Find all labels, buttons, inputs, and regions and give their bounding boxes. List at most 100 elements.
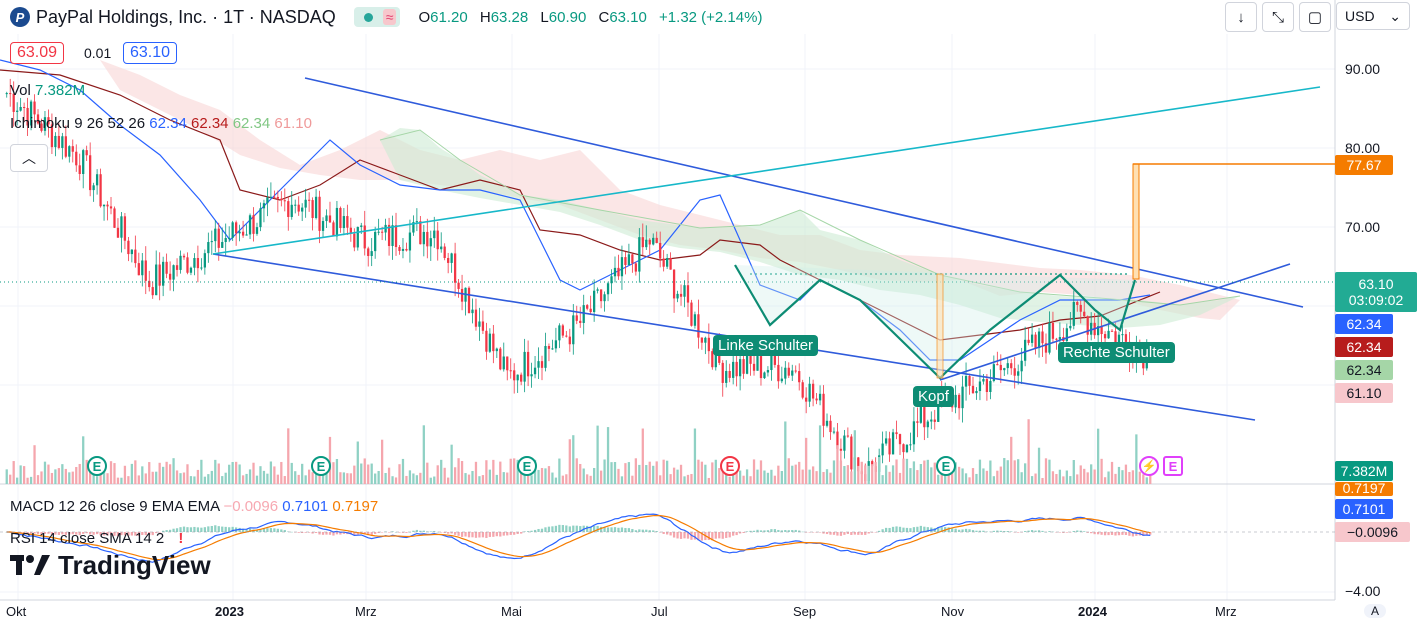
candle-body [5,93,8,95]
head-label[interactable]: Kopf [913,386,954,407]
macd-histogram-bar [1003,531,1006,532]
collapse-legend-button[interactable]: ︿ [10,144,48,172]
screenshot-button[interactable]: ▢ [1299,2,1331,32]
volume-bar [71,471,74,484]
expand-button[interactable]: ⤡ [1262,2,1294,32]
volume-bar [763,470,766,484]
symbol-title[interactable]: PayPal Holdings, Inc. · 1T · NASDAQ [36,6,336,27]
sell-price-box[interactable]: 63.09 [10,42,65,64]
x-tick-label: Sep [793,604,817,619]
macd-hist-label: −0.0096 [1335,522,1410,542]
volume-bar [346,473,349,484]
volume-bar [1010,436,1013,484]
macd-histogram-bar [575,525,578,532]
right-shoulder-label[interactable]: Rechte Schulter [1058,342,1175,363]
candle-body [367,248,370,257]
earnings-marker[interactable]: E [87,456,107,476]
volume-bar [773,475,777,484]
open-value: 61.20 [430,8,468,26]
candle-body [339,207,342,229]
volume-bar [457,458,460,484]
y-tick-label: 70.00 [1345,219,1381,235]
earnings-marker[interactable]: E [311,456,331,476]
candle-body [495,348,498,352]
earnings-marker[interactable]: E [1163,456,1183,476]
volume-bar [1017,459,1020,484]
down-arrow-button[interactable]: ↓ [1225,2,1257,32]
volume-bar [620,476,624,484]
macd-histogram-bar [193,526,196,532]
volume-bar [898,472,902,484]
macd-legend[interactable]: MACD 12 26 close 9 EMA EMA −0.0096 0.710… [10,498,379,515]
volume-bar [1006,460,1009,484]
macd-histogram-bar [919,525,922,532]
warning-icon: ! [178,530,184,547]
volume-bar [137,475,140,484]
triangle-rising-line [212,86,1321,255]
macd-histogram-bar [888,527,891,532]
earnings-marker[interactable]: E [517,456,537,476]
earnings-marker[interactable]: E [936,456,956,476]
volume-bar [919,464,922,484]
volume-bar [662,459,665,484]
candle-body [311,200,314,219]
volume-bar [1117,466,1121,484]
candle-body [189,267,193,273]
candle-body [533,367,537,375]
volume-bar [238,464,241,484]
volume-bar [617,468,620,484]
candle-body [575,315,578,321]
volume-bar [203,476,206,484]
candle-body [572,315,575,345]
macd-histogram-bar [878,530,881,532]
candle-body [182,255,186,258]
market-status-pill[interactable]: ≈ [353,7,401,27]
volume-bar [700,461,704,484]
candle-body [85,150,88,156]
earnings-marker[interactable]: E [720,456,740,476]
currency-select[interactable]: USD ⌄ [1336,2,1410,30]
macd-histogram-bar [314,532,318,533]
candle-body [676,293,679,299]
candle-body [916,421,919,423]
macd-histogram-bar [926,527,929,532]
volume-bar [540,467,544,484]
volume-bar [1138,471,1141,484]
target-projection-box [1132,163,1140,280]
macd-histogram-bar [367,532,370,536]
rsi-legend[interactable]: RSI 14 close SMA 14 2 ! [10,530,184,547]
ichimoku-cloud-green [380,128,1240,328]
candle-body [436,230,439,250]
macd-histogram-bar [603,527,606,532]
buy-price-box[interactable]: 63.10 [123,42,178,64]
volume-bar [610,462,613,484]
x-tick-label: 2024 [1078,604,1107,619]
volume-bar [474,461,478,484]
candle-body [363,225,366,249]
volume-bar [718,468,721,484]
candle-body [749,353,752,364]
macd-histogram-bar [631,528,634,532]
macd-histogram-bar [1128,532,1131,536]
lightning-icon[interactable]: ⚡ [1139,456,1159,476]
macd-histogram-bar [686,532,690,539]
macd-histogram-bar [269,528,273,532]
candle-body [1013,368,1016,376]
candle-body [1107,330,1110,339]
volume-bar [606,427,610,484]
macd-histogram-bar [829,532,832,535]
ichimoku-legend[interactable]: Ichimoku 9 26 52 26 62.34 62.34 62.34 61… [10,115,312,132]
macd-histogram-bar [940,527,943,532]
volume-bar [777,465,780,484]
volume-bar [937,474,940,484]
macd-histogram-bar [780,530,783,532]
auto-scale-button[interactable]: A [1364,604,1386,618]
volume-legend[interactable]: Vol 7.382M [10,82,86,99]
volume-bar [1090,464,1093,484]
candle-body [523,351,526,382]
volume-bar [443,467,446,484]
left-shoulder-label[interactable]: Linke Schulter [713,335,819,356]
macd-line-label: 0.7101 [1335,499,1393,519]
candle-body [231,222,234,238]
